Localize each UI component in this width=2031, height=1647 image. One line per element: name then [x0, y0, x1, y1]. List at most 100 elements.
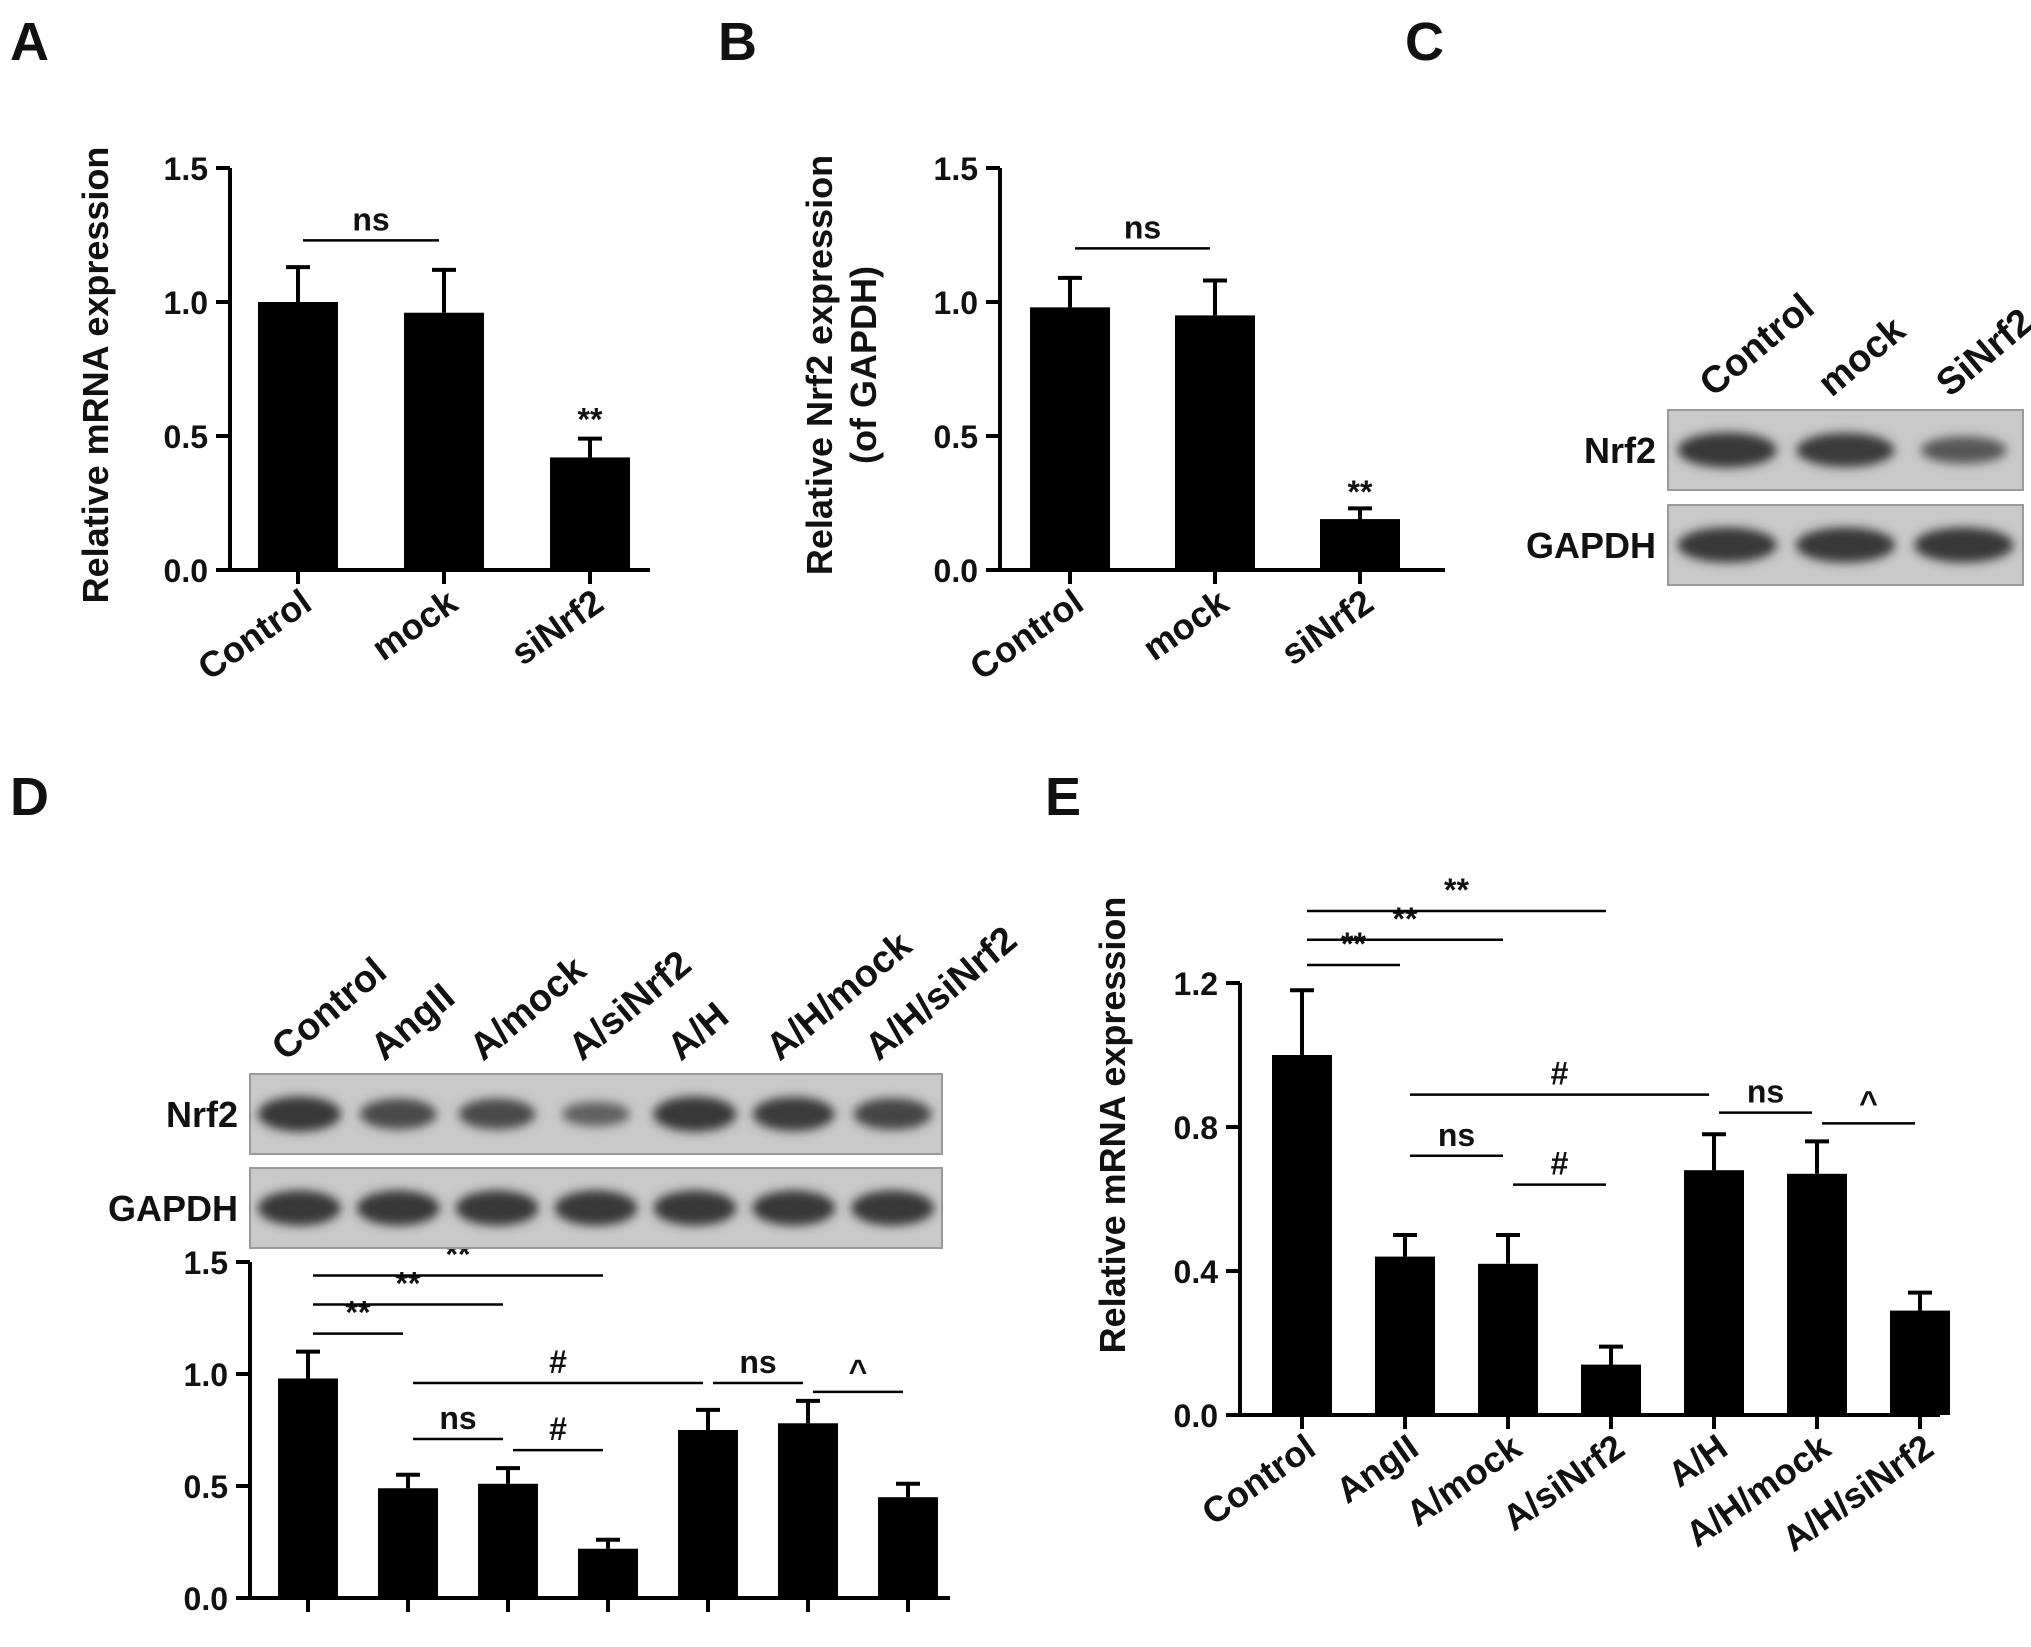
blot-c-band-nrf2 — [1920, 436, 2007, 464]
panel-a-ytick-label: 1.5 — [164, 151, 208, 187]
panel-e-bar-1 — [1375, 1256, 1435, 1415]
panel-b-ytick-label: 1.0 — [934, 285, 978, 321]
panel-b-ytick-label: 0.0 — [934, 553, 978, 589]
panel-d-sig-label: ** — [396, 1266, 421, 1302]
panel-e-sig-label: ** — [1341, 926, 1366, 962]
chart-panel-b: 0.0 0.5 1.0 1.5 Control mock siNrf2 ns ** — [934, 151, 1445, 688]
panel-e-ylabel: Relative mRNA expression — [1092, 897, 1133, 1354]
panel-e-sig-label: ^ — [1859, 1084, 1878, 1120]
panel-a-ytick-label: 1.0 — [164, 285, 208, 321]
panel-a-bar-1 — [404, 312, 484, 570]
blot-c-lane-label: SiNrf2 — [1929, 301, 2031, 405]
panel-d-ytick-label: 0.5 — [184, 1469, 228, 1505]
blot-d-row-label: Nrf2 — [166, 1094, 238, 1135]
panel-b-bar-2 — [1320, 519, 1400, 570]
panel-label-d: D — [10, 767, 49, 827]
panel-d-bar-5 — [778, 1423, 838, 1598]
panel-d-ytick-label: 1.0 — [184, 1357, 228, 1393]
panel-e-sig-label: ns — [1747, 1074, 1784, 1110]
blot-d-band-gapdh — [356, 1190, 440, 1226]
panel-e-sig-label: # — [1551, 1146, 1569, 1182]
panel-label-c: C — [1405, 12, 1444, 72]
panel-b-bar-1 — [1175, 315, 1255, 570]
blot-d-band-gapdh — [554, 1190, 638, 1226]
panel-e-bar-0 — [1272, 1055, 1332, 1415]
blot-d-row-label: GAPDH — [108, 1188, 238, 1229]
panel-b-bar-0 — [1030, 307, 1110, 570]
panel-e-sig-label: # — [1551, 1056, 1569, 1092]
blot-d-band-nrf2 — [359, 1098, 437, 1130]
blot-c-row-label: GAPDH — [1526, 525, 1656, 566]
panel-b-xtick-label: mock — [1135, 580, 1236, 668]
panel-b-ylabel-line2: (of GAPDH) — [843, 266, 884, 464]
panel-d-bar-2 — [478, 1483, 538, 1598]
panel-d-ytick-label: 0.0 — [184, 1581, 228, 1617]
panel-b-xtick-label: siNrf2 — [1273, 581, 1380, 673]
blot-d-band-gapdh — [257, 1190, 341, 1226]
blot-c-band-gapdh — [1677, 527, 1777, 563]
blot-d-band-nrf2 — [752, 1096, 835, 1132]
panel-b-sig-label: ns — [1124, 209, 1161, 245]
panel-d-bar-6 — [878, 1497, 938, 1598]
blot-c-lane-label: Control — [1692, 286, 1822, 405]
panel-e-ytick-label: 0.4 — [1174, 1254, 1219, 1290]
blot-d-band-gapdh — [851, 1190, 935, 1226]
blot-d-band-gapdh — [653, 1190, 737, 1226]
panel-d-sig-label: # — [549, 1411, 567, 1447]
panel-e-bar-2 — [1478, 1263, 1538, 1415]
panel-d-bar-0 — [278, 1378, 338, 1598]
chart-panel-a: 0.0 0.5 1.0 1.5 Control mock siNrf2 ns ** — [164, 151, 650, 688]
panel-e-xtick-label: A/H — [1660, 1426, 1734, 1495]
panel-a-xtick-label: siNrf2 — [503, 581, 610, 673]
panel-d-bar-1 — [378, 1488, 438, 1598]
panel-label-e: E — [1045, 767, 1081, 827]
blot-c-band-nrf2 — [1796, 432, 1895, 468]
panel-d-bar-4 — [678, 1430, 738, 1598]
panel-e-sig-label: ** — [1393, 901, 1418, 937]
panel-a-sig-label: ns — [352, 201, 389, 237]
blot-d-band-gapdh — [752, 1190, 836, 1226]
blot-d-band-nrf2 — [853, 1098, 932, 1130]
blot-d-band-gapdh — [455, 1190, 539, 1226]
panel-d-sig-label: # — [549, 1344, 567, 1380]
panel-e-sig-label: ns — [1438, 1117, 1475, 1153]
panel-d-bar-3 — [578, 1548, 638, 1598]
blot-d-band-nrf2 — [561, 1101, 631, 1127]
panel-e-bar-4 — [1684, 1170, 1744, 1415]
blot-c-band-nrf2 — [1677, 432, 1777, 468]
panel-d-ytick-label: 1.5 — [184, 1245, 228, 1281]
panel-e-bar-6 — [1890, 1310, 1950, 1415]
blot-d-band-nrf2 — [458, 1098, 536, 1130]
panel-e-bar-3 — [1581, 1364, 1641, 1415]
blot-c-band-gapdh — [1914, 527, 2014, 563]
panel-d-sig-label: ns — [739, 1344, 776, 1380]
panel-d-sig-label: ns — [439, 1400, 476, 1436]
panel-b-xtick-label: Control — [962, 581, 1090, 688]
panel-a-xtick-label: mock — [364, 580, 465, 668]
panel-a-ylabel: Relative mRNA expression — [75, 147, 116, 604]
panel-e-ytick-label: 0.8 — [1174, 1110, 1218, 1146]
blot-c-lane-label: mock — [1810, 308, 1914, 405]
blot-d-band-nrf2 — [257, 1096, 341, 1132]
panel-d-sig-label: ^ — [849, 1353, 868, 1389]
panel-e-ytick-label: 0.0 — [1174, 1398, 1218, 1434]
blot-d-lane-label: A/H — [660, 995, 737, 1069]
blot-d-band-nrf2 — [653, 1096, 737, 1132]
panel-b-ytick-label: 0.5 — [934, 419, 978, 455]
panel-a-ytick-label: 0.5 — [164, 419, 208, 455]
panel-a-xtick-label: Control — [190, 581, 318, 688]
panel-e-sig-label: ** — [1444, 872, 1469, 908]
panel-label-b: B — [718, 12, 757, 72]
panel-a-bar-0 — [258, 302, 338, 570]
blot-c-band-gapdh — [1795, 527, 1896, 563]
panel-label-a: A — [10, 12, 49, 72]
blot-c-row-label: Nrf2 — [1584, 430, 1656, 471]
panel-e-bar-5 — [1787, 1173, 1847, 1415]
panel-e-xtick-label: Control — [1194, 1426, 1322, 1533]
panel-b-sig-label: ** — [1348, 474, 1373, 510]
